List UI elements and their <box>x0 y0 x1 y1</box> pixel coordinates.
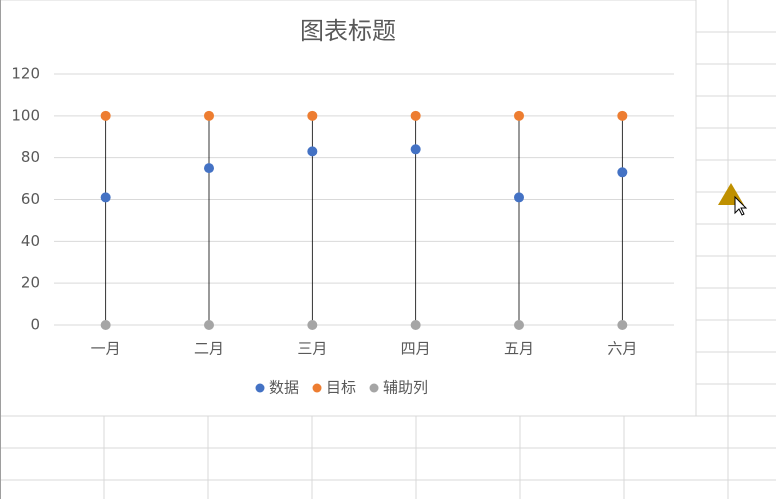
legend-marker <box>312 383 322 393</box>
legend-label: 数据 <box>269 379 299 397</box>
x-tick-label: 四月 <box>401 340 431 358</box>
dot <box>514 192 524 203</box>
legend-label: 辅助列 <box>383 379 428 397</box>
chart-title: 图表标题 <box>300 17 396 45</box>
dot <box>410 144 421 155</box>
dot <box>100 192 111 203</box>
x-tick-label: 六月 <box>607 340 637 358</box>
cursor <box>734 195 748 216</box>
dot <box>307 146 318 157</box>
dot <box>617 320 628 330</box>
y-tick-label: 120 <box>11 65 40 83</box>
dot <box>204 110 214 121</box>
y-tick-label: 80 <box>21 148 40 166</box>
dot <box>307 110 318 121</box>
chart-area <box>0 0 697 417</box>
x-tick-label: 五月 <box>504 340 534 358</box>
dot <box>307 320 318 330</box>
dot <box>514 320 524 330</box>
dot <box>617 167 628 178</box>
dot <box>410 320 421 330</box>
x-tick-label: 二月 <box>194 340 224 358</box>
dot <box>204 320 214 330</box>
dot <box>617 110 628 121</box>
x-tick-label: 一月 <box>91 340 121 358</box>
y-tick-label: 20 <box>21 274 40 292</box>
y-tick-label: 40 <box>21 232 40 250</box>
legend-marker <box>369 383 379 393</box>
dot <box>100 110 111 121</box>
y-tick-label: 0 <box>30 316 40 334</box>
x-tick-label: 三月 <box>297 340 327 358</box>
dot <box>514 110 524 121</box>
legend-label: 目标 <box>326 379 356 397</box>
y-tick-label: 60 <box>21 190 40 208</box>
y-tick-label: 100 <box>11 106 40 124</box>
dot <box>204 163 214 174</box>
dot <box>100 320 111 330</box>
dot <box>410 110 421 121</box>
legend-marker <box>255 383 265 393</box>
